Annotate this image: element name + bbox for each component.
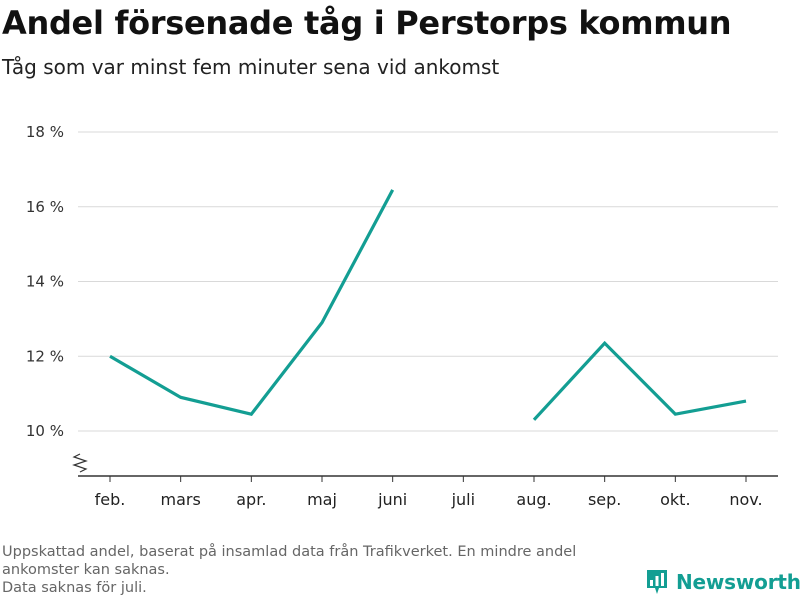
x-tick-label: okt.	[660, 490, 690, 509]
y-tick-label: 16 %	[26, 198, 64, 216]
data-point	[744, 399, 748, 403]
data-point	[249, 412, 253, 416]
y-tick-label: 12 %	[26, 347, 64, 365]
chart-subtitle: Tåg som var minst fem minuter sena vid a…	[2, 55, 500, 79]
x-tick-label: juni	[377, 490, 407, 509]
chart-title: Andel försenade tåg i Perstorps kommun	[2, 4, 732, 42]
data-point	[320, 321, 324, 325]
newsworthy-logo[interactable]: Newsworthy	[645, 568, 800, 596]
x-tick-label: maj	[307, 490, 337, 509]
data-point	[673, 412, 677, 416]
bar-chart-logo-icon	[647, 570, 667, 594]
brand-name: Newsworthy	[676, 570, 800, 594]
data-point	[532, 418, 536, 422]
data-point	[603, 341, 607, 345]
axis-break-icon	[72, 453, 88, 473]
data-point	[108, 354, 112, 358]
x-tick-label: sep.	[588, 490, 621, 509]
footnote-source: Uppskattad andel, baserat på insamlad da…	[2, 544, 577, 560]
data-point	[179, 395, 183, 399]
data-point	[391, 188, 395, 192]
footnote-missing-data: Data saknas för juli.	[2, 580, 147, 596]
x-tick-label: mars	[161, 490, 201, 509]
y-tick-label: 18 %	[26, 123, 64, 141]
series-line	[109, 189, 395, 416]
series-line	[532, 340, 747, 421]
y-tick-label: 10 %	[26, 422, 64, 440]
x-tick-label: feb.	[95, 490, 126, 509]
x-tick-label: apr.	[236, 490, 266, 509]
x-tick-label: juli	[451, 490, 475, 509]
footnote-source-cont: ankomster kan saknas.	[2, 562, 170, 578]
x-tick-label: nov.	[729, 490, 762, 509]
y-tick-label: 14 %	[26, 273, 64, 291]
x-tick-label: aug.	[516, 490, 551, 509]
